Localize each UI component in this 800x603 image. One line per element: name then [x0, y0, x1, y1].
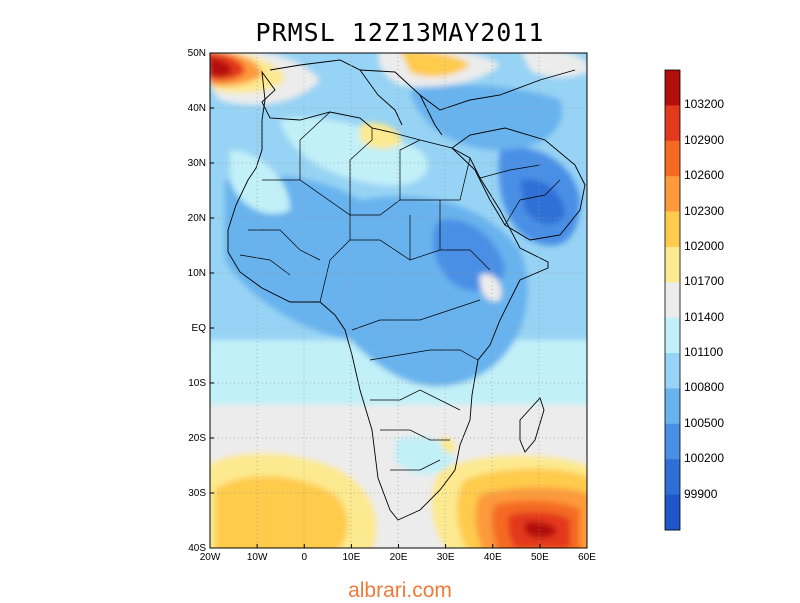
coastlines [227, 59, 586, 521]
longitude-axis: 20W 10W 0 10E 20E 30E 40E 50E 60E [200, 544, 596, 563]
lat-label: 30S [188, 488, 206, 499]
colorbar [664, 69, 681, 531]
lat-label: 10S [188, 378, 206, 389]
grid-lines [210, 53, 587, 548]
colorbar-swatch [665, 388, 680, 425]
colorbar-level-label: 100800 [684, 380, 725, 395]
colorbar-swatch [665, 423, 680, 460]
lon-label: 30E [437, 552, 455, 563]
colorbar-level-label: 102000 [684, 238, 725, 253]
colorbar-level-label: 100200 [684, 451, 725, 466]
colorbar-swatch [665, 353, 680, 389]
colorbar-level-label: 101400 [684, 309, 725, 324]
colorbar-swatch [665, 105, 680, 142]
watermark-text: albrari.com [348, 579, 452, 602]
colorbar-level-label: 102600 [684, 168, 725, 183]
colorbar-frame [664, 69, 681, 531]
lon-label: 10W [247, 552, 268, 563]
colorbar-swatch [665, 459, 680, 496]
lat-label: 30N [188, 158, 206, 169]
colorbar-swatch [665, 282, 680, 319]
latitude-axis: 50N 40N 30N 20N 10N EQ 10S 20S 30S 40S [188, 48, 214, 554]
colorbar-swatch [665, 317, 680, 354]
lat-label: 40S [188, 543, 206, 554]
country-borders [239, 111, 561, 471]
lon-label: 50E [531, 552, 549, 563]
colorbar-swatch [665, 494, 680, 531]
lon-label: 20W [200, 552, 221, 563]
pressure-field [210, 53, 587, 548]
lon-label: 60E [578, 552, 596, 563]
lon-label: 40E [484, 552, 502, 563]
lat-label: 10N [188, 268, 206, 279]
lat-label: EQ [192, 323, 207, 334]
colorbar-level-label: 101700 [684, 274, 725, 289]
lon-label: 10E [342, 552, 360, 563]
colorbar-level-label: 100500 [684, 415, 725, 430]
colorbar-level-label: 101100 [684, 345, 724, 360]
colorbar-level-label: 99900 [684, 486, 718, 501]
map-title: PRMSL 12Z13MAY2011 [255, 18, 545, 47]
lat-label: 20N [188, 213, 206, 224]
colorbar-swatch [665, 140, 680, 177]
lat-label: 40N [188, 103, 206, 114]
colorbar-level-label: 102900 [684, 132, 725, 147]
colorbar-level-label: 103200 [684, 97, 725, 112]
colorbar-swatch [665, 70, 680, 106]
lat-label: 50N [188, 48, 206, 59]
colorbar-swatch [665, 176, 680, 213]
colorbar-level-label: 102300 [684, 203, 725, 218]
lon-label: 0 [301, 552, 307, 563]
lon-label: 20E [390, 552, 408, 563]
colorbar-swatch [665, 211, 680, 248]
colorbar-swatch [665, 246, 680, 283]
lat-label: 20S [188, 433, 206, 444]
